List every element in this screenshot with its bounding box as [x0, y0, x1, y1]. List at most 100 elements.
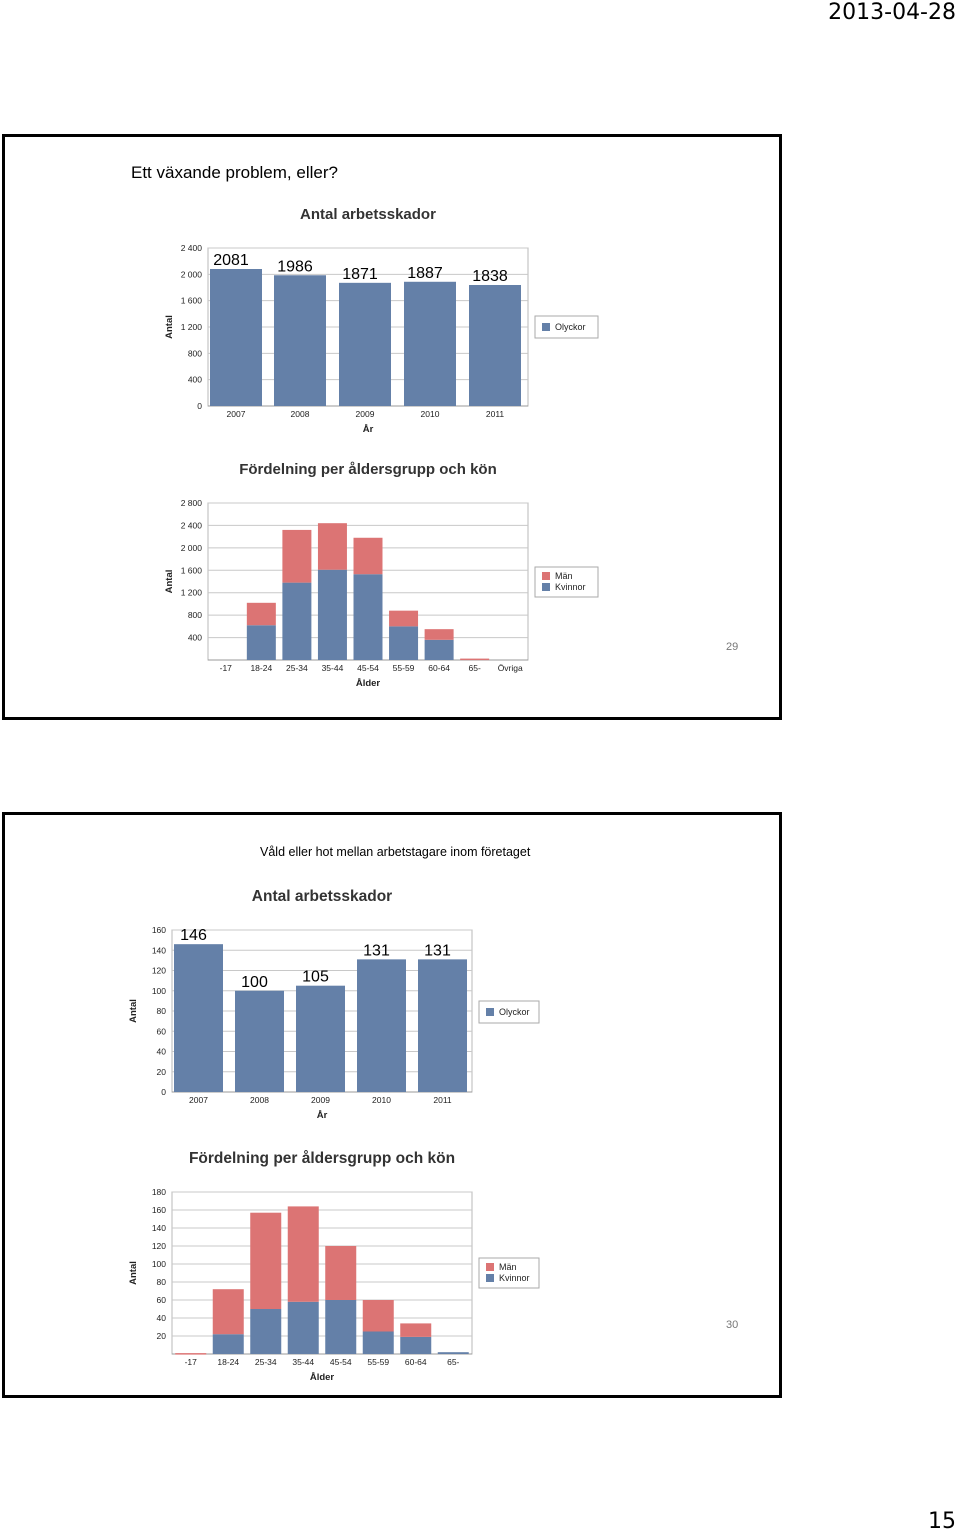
y-axis-label: Antal — [128, 1261, 139, 1285]
x-tick-label: 2010 — [372, 1095, 391, 1105]
slide-title: Våld eller hot mellan arbetstagare inom … — [260, 845, 531, 859]
y-tick-label: 20 — [157, 1067, 167, 1077]
legend-label-man: Män — [499, 1262, 517, 1272]
bar-olyckor-2007 — [210, 269, 262, 406]
bar-kvinnor-45-54 — [353, 574, 383, 660]
y-tick-label: 160 — [152, 925, 166, 935]
legend-swatch-olyckor — [542, 323, 550, 331]
y-tick-label: 2 800 — [181, 498, 203, 508]
legend-label-man: Män — [555, 571, 573, 581]
bar-kvinnor-35-44 — [287, 1301, 319, 1354]
y-tick-label: 800 — [188, 610, 202, 620]
bar-kvinnor-25-34 — [282, 582, 312, 660]
header-date: 2013-04-28 — [828, 0, 956, 25]
slide-title: Ett växande problem, eller? — [131, 163, 338, 182]
bar-kvinnor-18-24 — [246, 625, 276, 660]
y-tick-label: 120 — [152, 1241, 166, 1251]
legend-swatch-man — [486, 1263, 494, 1271]
x-tick-label: 25-34 — [255, 1357, 277, 1367]
bar-man-45-54 — [353, 537, 383, 575]
data-label: 131 — [363, 942, 390, 959]
data-label: 131 — [424, 942, 451, 959]
y-tick-label: 140 — [152, 945, 166, 955]
bar-man-65- — [460, 658, 490, 661]
y-tick-label: 160 — [152, 1205, 166, 1215]
bar-man-45-54 — [325, 1246, 357, 1300]
bar-man-60-64 — [400, 1323, 432, 1337]
x-tick-label: -17 — [185, 1357, 198, 1367]
bar-olyckor-2009 — [296, 985, 345, 1092]
chart-fordelning-alder-kon: Fördelning per åldersgrupp och kön 400 800… — [164, 461, 599, 689]
bar-olyckor-2011 — [469, 284, 521, 406]
data-label: 146 — [180, 927, 207, 944]
data-label: 1986 — [277, 258, 313, 275]
x-axis-label: Ålder — [310, 1372, 335, 1383]
legend-label-kvinnor: Kvinnor — [555, 582, 586, 592]
x-tick-label: 2007 — [189, 1095, 208, 1105]
bar-olyckor-2009 — [339, 282, 391, 406]
bar-kvinnor-18-24 — [212, 1334, 244, 1354]
bar-man-25-34 — [250, 1212, 282, 1309]
y-tick-label: 100 — [152, 1259, 166, 1269]
y-tick-label: 60 — [157, 1026, 167, 1036]
bar-olyckor-2008 — [274, 275, 326, 406]
bar-kvinnor-25-34 — [250, 1309, 282, 1354]
bar-olyckor-2010 — [357, 959, 406, 1092]
bar-man-55-59 — [389, 610, 419, 627]
legend-swatch-man — [542, 572, 550, 580]
legend-label-olyckor: Olyckor — [499, 1007, 530, 1017]
bar-kvinnor-55-59 — [362, 1331, 394, 1354]
y-axis-label: Antal — [164, 315, 175, 339]
y-tick-label: 1 600 — [181, 296, 203, 306]
y-tick-label: 40 — [157, 1047, 167, 1057]
data-label: 1871 — [342, 266, 378, 283]
chart-fordelning-alder-kon: Fördelning per åldersgrupp och kön 20 40 60… — [128, 1150, 540, 1383]
x-tick-label: 35-44 — [292, 1357, 314, 1367]
legend-box — [534, 315, 599, 339]
bar-olyckor-2011 — [418, 959, 467, 1092]
bar-kvinnor-65- — [437, 1352, 469, 1354]
y-tick-label: 1 200 — [181, 588, 203, 598]
legend-label-olyckor: Olyckor — [555, 322, 586, 332]
y-tick-label: 120 — [152, 966, 166, 976]
legend-label-kvinnor: Kvinnor — [499, 1273, 530, 1283]
y-axis-label: Antal — [128, 999, 139, 1023]
bar-man-25-34 — [282, 529, 312, 583]
data-label: 100 — [241, 974, 268, 991]
bar-olyckor-2010 — [404, 281, 456, 406]
chart-title: Antal arbetsskador — [252, 888, 392, 905]
bar-kvinnor-60-64 — [424, 639, 454, 660]
x-tick-label: 45-54 — [357, 663, 379, 673]
x-tick-label: 2008 — [291, 409, 310, 419]
bar-man-60-64 — [424, 629, 454, 640]
y-tick-label: 20 — [157, 1331, 167, 1341]
x-tick-label: -17 — [220, 663, 233, 673]
y-tick-label: 40 — [157, 1313, 167, 1323]
y-tick-label: 800 — [188, 348, 202, 358]
legend-swatch-olyckor — [486, 1008, 494, 1016]
y-tick-label: 100 — [152, 986, 166, 996]
x-tick-label: 2009 — [311, 1095, 330, 1105]
x-tick-label: 2007 — [227, 409, 246, 419]
data-label: 1838 — [472, 268, 508, 285]
x-tick-label: 45-54 — [330, 1357, 352, 1367]
y-tick-label: 400 — [188, 633, 202, 643]
y-tick-label: 0 — [161, 1087, 166, 1097]
legend-swatch-kvinnor — [486, 1274, 494, 1282]
x-tick-label: 2010 — [421, 409, 440, 419]
bar-man-55-59 — [362, 1300, 394, 1332]
page-number: 15 — [928, 1509, 956, 1534]
x-tick-label: 65- — [469, 663, 481, 673]
x-axis-label: Ålder — [356, 678, 381, 689]
y-tick-label: 0 — [197, 401, 202, 411]
bar-man-18-24 — [212, 1289, 244, 1335]
data-label: 2081 — [213, 252, 249, 269]
x-tick-label: Övriga — [498, 663, 523, 673]
bar-olyckor-2008 — [235, 990, 284, 1092]
y-tick-label: 80 — [157, 1277, 167, 1287]
x-axis-label: År — [363, 424, 374, 435]
bar-kvinnor-45-54 — [325, 1300, 357, 1354]
x-tick-label: 18-24 — [217, 1357, 239, 1367]
chart-title: Antal arbetsskador — [300, 206, 436, 223]
x-tick-label: 35-44 — [322, 663, 344, 673]
